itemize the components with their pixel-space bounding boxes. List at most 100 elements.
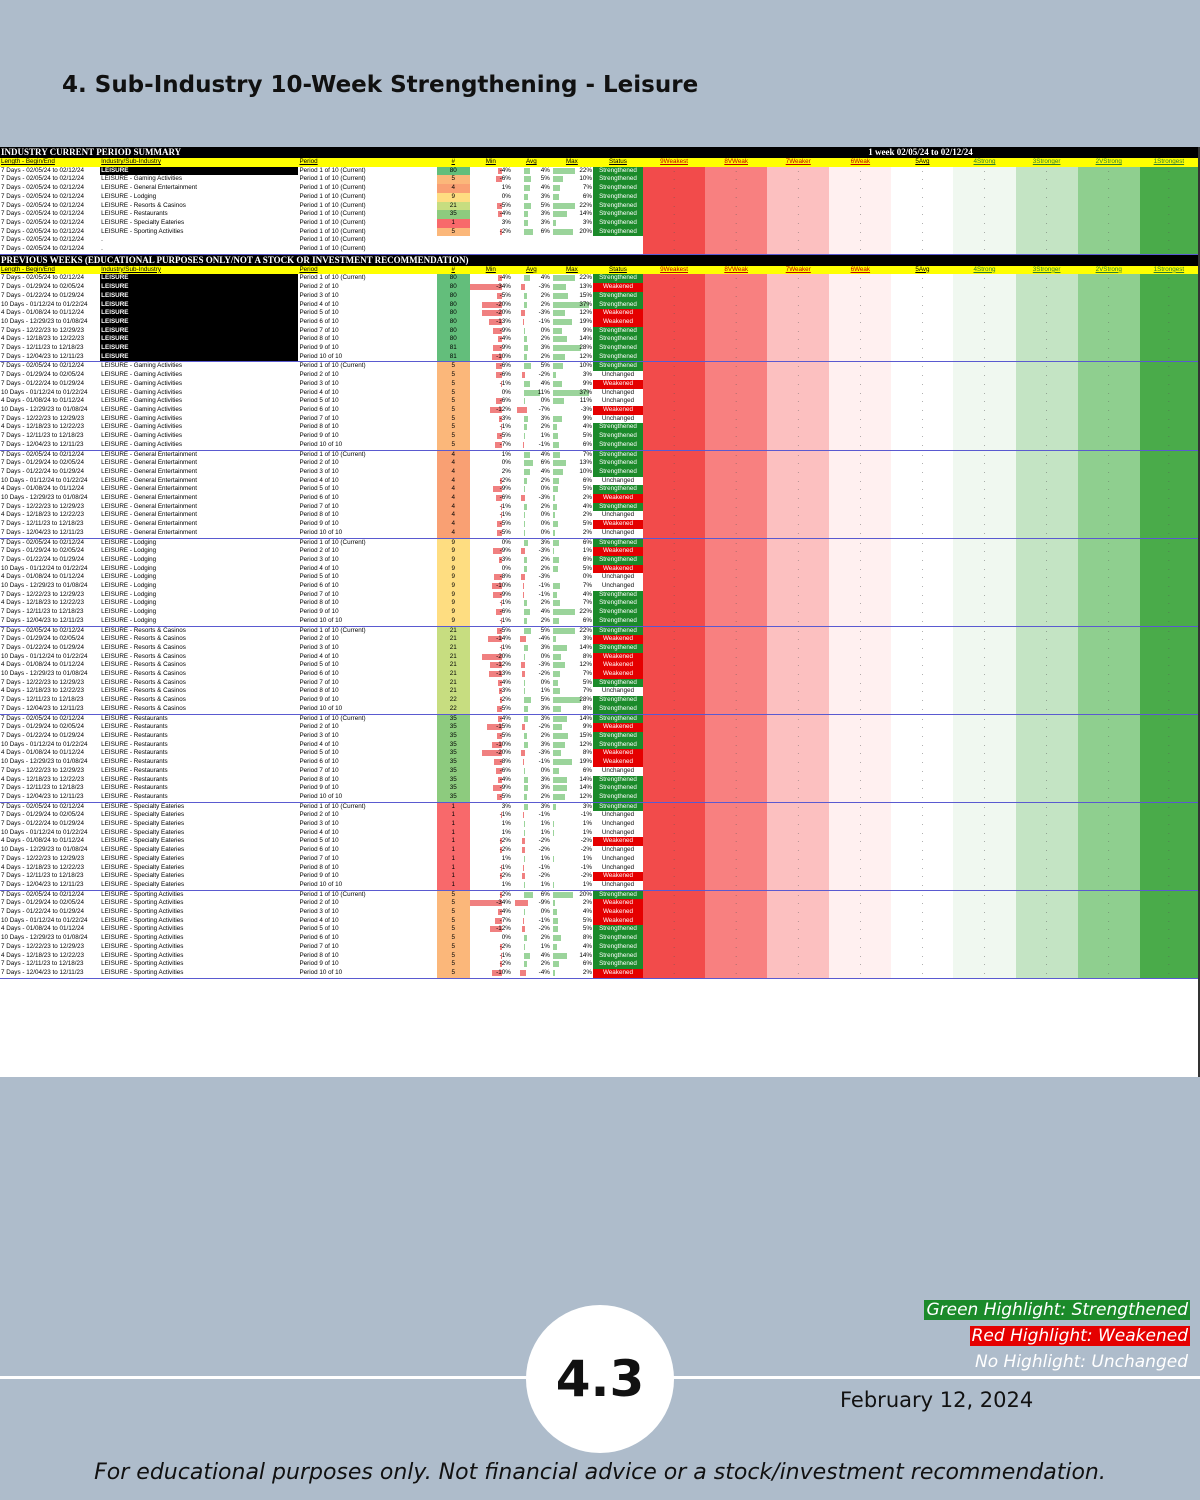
min-bar [492, 548, 502, 555]
length-cell: 10 Days - 12/29/23 to 01/08/24 [1, 405, 88, 413]
rank-cell: . [953, 397, 1016, 406]
rank-cell: . [953, 908, 1016, 917]
industry-cell: LEISURE - Restaurants [101, 784, 168, 792]
length-cell: 7 Days - 01/29/24 to 02/05/24 [1, 811, 84, 819]
rank-cell: . [891, 846, 954, 855]
min-bar [500, 864, 502, 871]
avg-value: 0% [540, 511, 550, 519]
min-bar [500, 812, 502, 819]
rank-cell: . [767, 236, 830, 246]
max-cell: 3% [551, 635, 593, 644]
rank-cell: . [1015, 309, 1078, 318]
industry-cell: LEISURE - Lodging [101, 538, 157, 546]
min-bar [497, 336, 502, 343]
rank-cell: . [953, 175, 1016, 185]
rank-cell: . [1015, 210, 1078, 219]
rank-cell: . [953, 555, 1016, 565]
rank-cell: . [829, 704, 892, 715]
table-row: 7 Days - 02/05/24 to 02/12/24 LEISURE - R… [0, 714, 1198, 724]
rank-cell: . [767, 872, 830, 881]
min-cell: -3% [470, 687, 512, 696]
max-value: -1% [580, 863, 592, 871]
max-bar [552, 803, 556, 810]
rank-cell: . [953, 414, 1016, 424]
rank-cell: . [1015, 379, 1078, 389]
rank-cell: . [1015, 485, 1078, 495]
industry-cell: LEISURE - Specialty Eateries [101, 837, 185, 845]
rank-cell: . [643, 538, 706, 548]
avg-cell: 0% [512, 485, 551, 494]
avg-cell: 4% [512, 380, 551, 389]
period-cell: Period 1 of 10 (Current) [299, 362, 366, 370]
min-value: -10% [496, 352, 511, 360]
rank-cell: . [643, 582, 706, 591]
length-cell: 7 Days - 01/22/24 to 01/29/24 [1, 467, 84, 475]
avg-value: 6% [540, 890, 550, 898]
status-cell: Unchanged [592, 828, 644, 838]
status-cell: Weakened [592, 916, 644, 926]
min-cell: -2% [470, 477, 512, 486]
max-cell: 20% [551, 228, 593, 237]
rank-cell: . [1077, 291, 1140, 301]
table-row: 7 Days - 12/11/23 to 12/18/23 LEISURE - S… [0, 872, 1198, 881]
min-value: 3% [501, 802, 511, 810]
rank-cell: . [705, 732, 768, 741]
length-cell: 7 Days - 12/04/23 to 12/11/23 [0, 440, 101, 451]
status-cell: Strengthened [592, 210, 644, 219]
avg-value: 1% [540, 687, 550, 695]
rank-cell: . [1139, 820, 1198, 829]
max-value: 15% [579, 291, 592, 299]
table-row: 7 Days - 12/04/23 to 12/11/23 LEISURE Peri… [0, 352, 1198, 363]
min-bar [497, 679, 502, 686]
rank-cell: . [767, 166, 830, 176]
disclaimer: For educational purposes only. Not finan… [94, 1460, 1106, 1485]
max-bar [552, 855, 554, 862]
industry-cell: LEISURE [100, 352, 299, 363]
rank-cell: . [767, 661, 830, 671]
min-cell: 1% [469, 880, 512, 891]
avg-value: 4% [540, 184, 550, 192]
max-bar [552, 292, 568, 299]
count-cell: 35 [436, 210, 470, 219]
count-cell: 5 [436, 432, 470, 441]
industry-cell: LEISURE [100, 274, 299, 284]
column-header: 4Strong [953, 158, 1016, 167]
max-cell: 5% [551, 679, 593, 688]
rank-cell: . [643, 792, 706, 803]
avg-value: 2% [540, 732, 550, 739]
rank-cell: . [829, 274, 892, 284]
period-cell: Period 1 of 10 (Current) [299, 802, 366, 810]
avg-value: -2% [538, 925, 550, 933]
rank-cell: . [1139, 511, 1198, 521]
rank-cell: . [1139, 245, 1198, 255]
avg-bar [523, 477, 527, 484]
avg-bar [520, 574, 526, 581]
rank-cell: . [829, 784, 892, 793]
rank-cell: . [1015, 245, 1078, 255]
period-cell: Period 2 of 10 [299, 283, 339, 291]
rank-cell: . [953, 590, 1016, 600]
column-header: Length - Begin/End [0, 265, 101, 275]
avg-bar [523, 219, 529, 226]
count-cell: 5 [436, 405, 470, 415]
avg-value: 2% [540, 335, 550, 343]
rank-cell: . [1077, 626, 1140, 636]
min-value: -20% [496, 749, 511, 757]
industry-cell: LEISURE - Restaurants [101, 766, 168, 774]
min-value: -12% [496, 661, 511, 669]
count-cell: 80 [436, 166, 470, 176]
rank-cell: . [643, 740, 706, 750]
rank-cell: . [953, 274, 1016, 284]
min-value: -5% [499, 528, 511, 536]
rank-cell: . [891, 732, 954, 741]
min-value: -10% [496, 740, 511, 748]
rank-cell: . [643, 749, 706, 759]
min-value: -1% [499, 616, 511, 624]
avg-bar [523, 176, 532, 183]
max-cell: 5% [551, 565, 593, 574]
min-value: 3% [501, 218, 511, 226]
period-cell: Period 10 of 10 [298, 352, 437, 363]
min-bar [496, 202, 502, 209]
length-cell: 7 Days - 12/22/23 to 12/29/23 [1, 942, 84, 950]
industry-cell: LEISURE [100, 283, 299, 292]
